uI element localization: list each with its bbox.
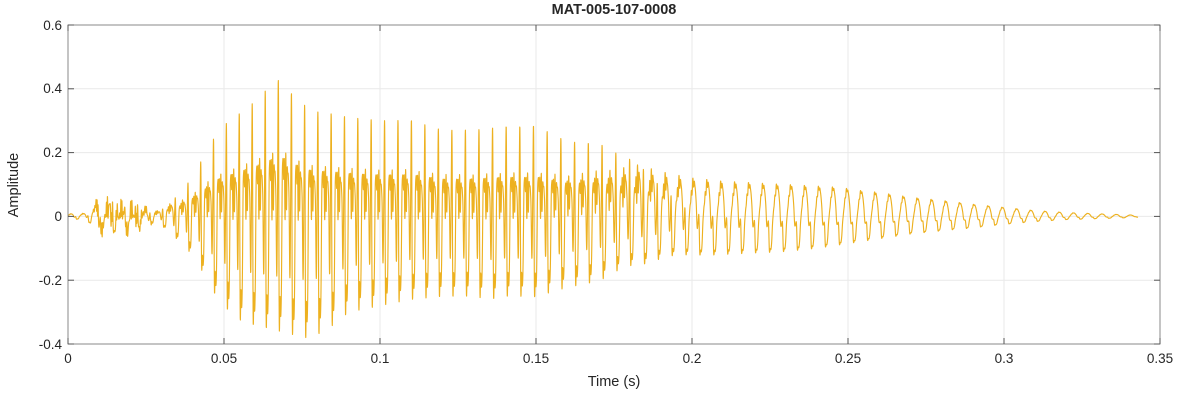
axes-box xyxy=(67,24,1161,345)
x-tick-label: 0 xyxy=(64,351,72,366)
x-tick-label: 0.25 xyxy=(834,351,862,366)
x-tick-label: 0.05 xyxy=(210,351,238,366)
x-tick-label: 0.2 xyxy=(682,351,702,366)
y-tick-label: 0 xyxy=(54,208,62,224)
y-tick-label: -0.2 xyxy=(38,272,62,288)
x-tick-label: 0.1 xyxy=(370,351,390,366)
y-tick-label: -0.4 xyxy=(38,336,62,352)
waveform-trace xyxy=(68,80,1139,339)
y-tick-label: 0.2 xyxy=(43,145,62,161)
x-tick-label: 0.15 xyxy=(522,351,550,366)
y-tick-label: 0.6 xyxy=(43,17,62,33)
chart-title: MAT-005-107-0008 xyxy=(551,2,677,18)
x-tick-label: 0.35 xyxy=(1146,351,1174,366)
x-tick-label: 0.3 xyxy=(994,351,1014,366)
y-tick-label: 0.4 xyxy=(43,81,62,97)
x-axis-label: Time (s) xyxy=(587,374,641,390)
